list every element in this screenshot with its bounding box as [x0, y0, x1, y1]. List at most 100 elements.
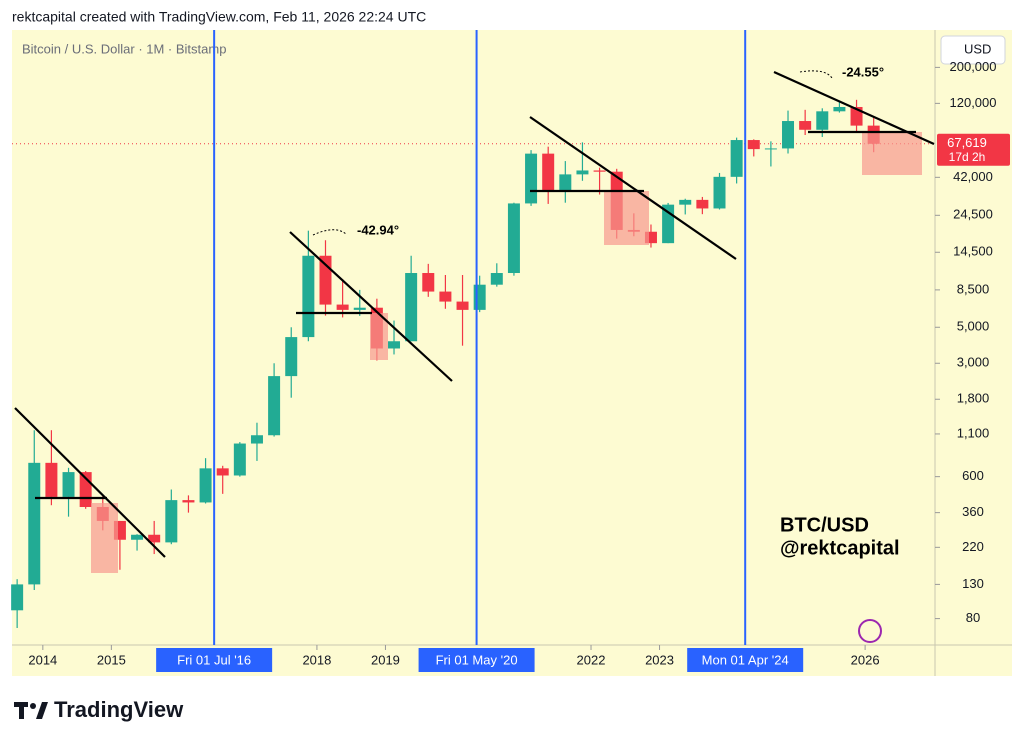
y-tick-label: 600: [962, 468, 984, 483]
candle-body: [816, 111, 829, 130]
date-tag: [687, 648, 804, 672]
candle-body: [285, 337, 298, 377]
box: [370, 313, 388, 360]
candle-body: [559, 174, 572, 191]
date-tag: [418, 648, 535, 672]
icon[interactable]: [858, 619, 882, 643]
x-tick-label: 2018: [302, 652, 331, 667]
trendline: [289, 231, 453, 382]
chart-background: [12, 30, 1012, 676]
candle-body: [679, 199, 692, 205]
watermark: BTC/USD: [780, 514, 869, 536]
x-tick-label: 2014: [28, 652, 57, 667]
x-tick-label: 2015: [97, 652, 126, 667]
x-tick-label: 2022: [577, 652, 606, 667]
date-tag-label: Fri 01 May '20: [436, 652, 518, 667]
candle-body: [319, 255, 332, 305]
logo-part: [30, 703, 36, 709]
price-tag: [937, 133, 1010, 166]
y-tick-label: 24,500: [953, 207, 993, 222]
candle-body: [216, 468, 229, 476]
candle-body: [576, 170, 589, 175]
date-tag: [156, 648, 273, 672]
y-tick-label: 220: [962, 539, 984, 554]
y-tick-label: 14,500: [953, 244, 993, 259]
y-tick-label: 42,000: [953, 169, 993, 184]
y-tick-label: 200,000: [950, 59, 997, 74]
box: [862, 132, 922, 175]
candle-body: [199, 468, 212, 503]
price-tag-label: 67,619: [947, 135, 987, 150]
trendline: [14, 407, 166, 558]
currency-button[interactable]: [940, 35, 1006, 65]
y-tick-label: 5,000: [957, 319, 990, 334]
angle-arc: [312, 229, 347, 236]
candle-body: [593, 170, 606, 172]
logo-part: [36, 702, 48, 719]
countdown: 17d 2h: [949, 150, 986, 164]
y-tick-label: 1,800: [957, 391, 990, 406]
candle-body: [148, 534, 161, 543]
candle-body: [302, 255, 315, 338]
candle-body: [507, 203, 520, 274]
candle-body: [662, 204, 675, 244]
candle-body: [764, 148, 777, 150]
candle-body: [405, 273, 418, 342]
candle-body: [233, 443, 246, 476]
y-tick-label: 3,000: [957, 355, 990, 370]
candle-body: [250, 435, 263, 444]
candle-body: [782, 121, 795, 149]
trendline: [529, 116, 737, 260]
candle-body: [165, 500, 178, 543]
caption: rektcapital created with TradingView.com…: [12, 9, 426, 25]
box: [604, 191, 649, 245]
candle-body: [747, 140, 760, 150]
candle-body: [388, 341, 401, 349]
x-tick-label: 2019: [371, 652, 400, 667]
angle-arc: [799, 70, 833, 79]
drawings: [14, 70, 935, 573]
candle-body: [268, 376, 281, 436]
box: [91, 503, 118, 573]
logo-part: [19, 702, 24, 719]
date-tag-label: Mon 01 Apr '24: [702, 652, 789, 667]
y-tick-label: 120,000: [950, 95, 997, 110]
watermark: @rektcapital: [780, 537, 900, 559]
candle-body: [833, 106, 846, 112]
candle-body: [713, 176, 726, 209]
y-tick-label: 360: [962, 504, 984, 519]
candle-body: [353, 307, 366, 310]
y-tick-label: 1,100: [957, 425, 990, 440]
candle-body: [79, 472, 92, 507]
date-tag-label: Fri 01 Jul '16: [177, 652, 251, 667]
candle-body: [490, 273, 503, 285]
candle-body: [113, 520, 126, 540]
candle-body: [62, 472, 75, 497]
candle-body: [799, 121, 812, 130]
candle-body: [644, 231, 657, 244]
x-tick-label: 2026: [851, 652, 880, 667]
candle-body: [850, 106, 863, 126]
y-tick-label: 8,500: [957, 281, 990, 296]
candle-body: [182, 500, 195, 503]
currency[interactable]: USD: [964, 41, 991, 56]
symbol-title: Bitcoin / U.S. Dollar · 1M · Bitstamp: [22, 41, 226, 56]
angle-label: -24.55°: [842, 64, 884, 79]
angle-label: -42.94°: [357, 222, 399, 237]
candle-body: [131, 534, 144, 540]
x-tick-label: 2023: [645, 652, 674, 667]
candle-body: [336, 304, 349, 310]
y-tick-label: 130: [962, 576, 984, 591]
candle-body: [422, 273, 435, 292]
brand-logo: [14, 702, 48, 719]
brand: TradingView: [54, 697, 184, 722]
candle-body: [730, 140, 743, 177]
candle-body: [456, 301, 469, 310]
candle-body: [473, 284, 486, 310]
candle-body: [542, 153, 555, 191]
candle-body: [696, 199, 709, 209]
candle-body: [28, 462, 41, 585]
candle-body: [439, 291, 452, 302]
y-tick-label: 80: [966, 610, 980, 625]
